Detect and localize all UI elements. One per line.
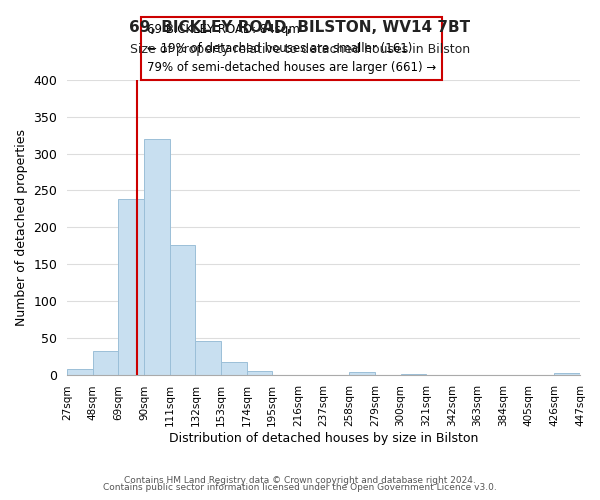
Text: Contains public sector information licensed under the Open Government Licence v3: Contains public sector information licen… [103,484,497,492]
Bar [67,368,93,374]
Y-axis label: Number of detached properties: Number of detached properties [15,129,28,326]
Bar [247,371,272,374]
Text: Contains HM Land Registry data © Crown copyright and database right 2024.: Contains HM Land Registry data © Crown c… [124,476,476,485]
Bar [170,245,196,374]
X-axis label: Distribution of detached houses by size in Bilston: Distribution of detached houses by size … [169,432,478,445]
Text: Size of property relative to detached houses in Bilston: Size of property relative to detached ho… [130,42,470,56]
Bar [221,362,247,374]
Text: 69 BICKLEY ROAD: 84sqm
← 19% of detached houses are smaller (161)
79% of semi-de: 69 BICKLEY ROAD: 84sqm ← 19% of detached… [146,23,436,74]
Bar [554,373,580,374]
Bar [93,351,118,374]
Bar [196,342,221,374]
Text: 69, BICKLEY ROAD, BILSTON, WV14 7BT: 69, BICKLEY ROAD, BILSTON, WV14 7BT [130,20,470,35]
Bar [349,372,375,374]
Bar [118,200,144,374]
Bar [144,139,170,374]
